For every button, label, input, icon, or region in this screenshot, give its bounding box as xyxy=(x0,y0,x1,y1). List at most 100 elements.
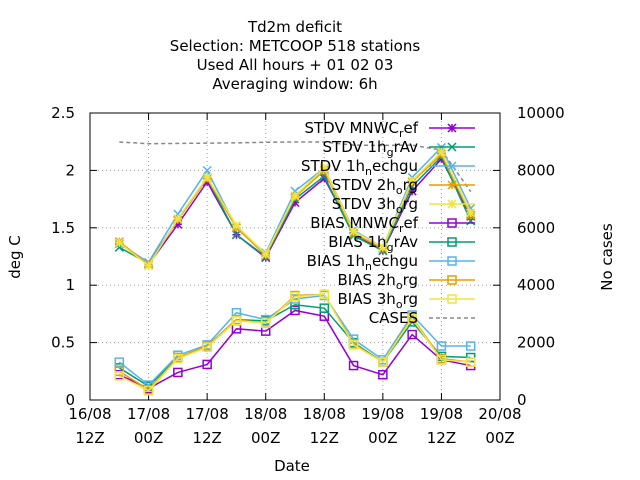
data-point xyxy=(173,219,183,229)
data-point xyxy=(407,313,417,324)
data-point xyxy=(202,359,212,370)
x-tick-label: 00Z xyxy=(485,429,514,447)
plot-frame xyxy=(89,112,501,401)
x-tick-label: 20/08 xyxy=(478,405,521,423)
legend-marker xyxy=(447,142,457,152)
data-point xyxy=(407,329,417,340)
data-point xyxy=(466,208,476,218)
y-tick-label: 1.5 xyxy=(51,219,75,237)
y2-tick-label: 10000 xyxy=(517,104,565,122)
x-tick-label: 19/08 xyxy=(420,405,463,423)
data-point xyxy=(231,230,241,240)
x-tick-label: 12Z xyxy=(75,429,104,447)
y-tick-label: 2.5 xyxy=(51,104,75,122)
title-line: Selection: METCOOP 518 stations xyxy=(170,37,421,55)
legend-label: BIAS 1hnechgu xyxy=(307,252,418,273)
y-axis-label: deg C xyxy=(6,235,24,279)
title-line: Used All hours + 01 02 03 xyxy=(197,56,394,74)
series-line xyxy=(118,150,472,267)
legend-marker xyxy=(447,275,457,285)
cases-series xyxy=(119,141,472,193)
data-point xyxy=(319,173,329,183)
legend-label: BIAS 1hgrAv xyxy=(328,233,418,254)
y2-axis-label: No cases xyxy=(598,223,616,291)
title-line: Td2m deficit xyxy=(247,18,342,36)
legend-label: STDV MNWCref xyxy=(304,119,418,140)
data-point xyxy=(436,147,446,157)
y2-tick-label: 8000 xyxy=(517,161,555,179)
data-point xyxy=(290,305,300,316)
data-point xyxy=(378,242,388,252)
cases-line xyxy=(119,141,472,193)
y-tick-label: 1 xyxy=(65,276,75,294)
data-point xyxy=(348,360,359,371)
x-tick-label: 19/08 xyxy=(361,405,404,423)
data-point xyxy=(436,154,446,164)
data-point xyxy=(290,291,300,302)
y2-axis-ticks: 0 2000 4000 6000 8000 10000 xyxy=(493,104,565,409)
data-point xyxy=(261,249,271,259)
legend-label: STDV 1hgrAv xyxy=(323,138,419,159)
grid-lines xyxy=(90,113,500,400)
series-line xyxy=(118,155,472,265)
data-point xyxy=(378,357,388,367)
legend-label: STDV 2horg xyxy=(332,176,418,197)
data-point xyxy=(114,238,124,248)
legend-marker xyxy=(447,237,457,247)
data-point xyxy=(407,186,417,196)
data-point xyxy=(202,342,212,352)
data-point xyxy=(114,371,125,381)
x-tick-label: 12Z xyxy=(310,429,339,447)
y-tick-label: 0.5 xyxy=(51,334,75,352)
x-tick-label: 00Z xyxy=(251,429,280,447)
y2-tick-label: 0 xyxy=(517,391,527,409)
data-point xyxy=(144,261,154,271)
x-tick-label: 18/08 xyxy=(244,405,287,423)
data-point xyxy=(260,318,271,328)
series-stdv-3h-org xyxy=(114,147,476,271)
data-point xyxy=(114,357,125,367)
x-tick-label: 17/08 xyxy=(186,405,229,423)
data-point xyxy=(319,303,330,313)
series-bias-3h-org xyxy=(114,289,476,396)
y2-tick-label: 4000 xyxy=(517,276,555,294)
legend-label: CASES xyxy=(369,309,418,327)
legend-label: BIAS MNWCref xyxy=(310,214,418,235)
y2-tick-label: 2000 xyxy=(517,334,555,352)
data-point xyxy=(436,355,447,365)
legend-marker xyxy=(447,294,457,304)
data-point xyxy=(319,163,329,173)
legend-marker xyxy=(447,256,457,266)
y-tick-label: 0 xyxy=(65,391,75,409)
x-tick-label: 16/08 xyxy=(68,405,111,423)
x-tick-label: 12Z xyxy=(427,429,456,447)
data-point xyxy=(348,340,359,350)
series-line xyxy=(118,303,471,388)
legend-marker xyxy=(447,180,457,190)
data-point xyxy=(231,220,241,231)
data-point xyxy=(173,353,183,364)
series-line xyxy=(118,309,471,390)
series-stdv-1h-grav xyxy=(114,152,476,268)
x-axis-ticks: 16/08 12Z 17/08 00Z 17/08 12Z 18/08 00Z 18/08 12Z… xyxy=(68,113,522,447)
legend-marker xyxy=(447,161,457,171)
data-point xyxy=(173,367,183,378)
x-tick-label: 12Z xyxy=(192,429,221,447)
legend-label: STDV 1hnechgu xyxy=(301,157,418,178)
data-point xyxy=(231,316,242,326)
data-point xyxy=(465,357,476,367)
x-tick-label: 00Z xyxy=(134,429,163,447)
data-point xyxy=(202,172,212,182)
data-point xyxy=(407,176,417,186)
data-point xyxy=(436,341,447,351)
y2-tick-label: 6000 xyxy=(517,219,555,237)
series-bias-mnwc-ref xyxy=(114,305,476,394)
data-point xyxy=(378,369,388,380)
data-point xyxy=(319,289,330,300)
legend-marker xyxy=(447,123,457,133)
legend-label: BIAS 2horg xyxy=(338,271,419,292)
x-tick-label: 17/08 xyxy=(127,405,170,423)
